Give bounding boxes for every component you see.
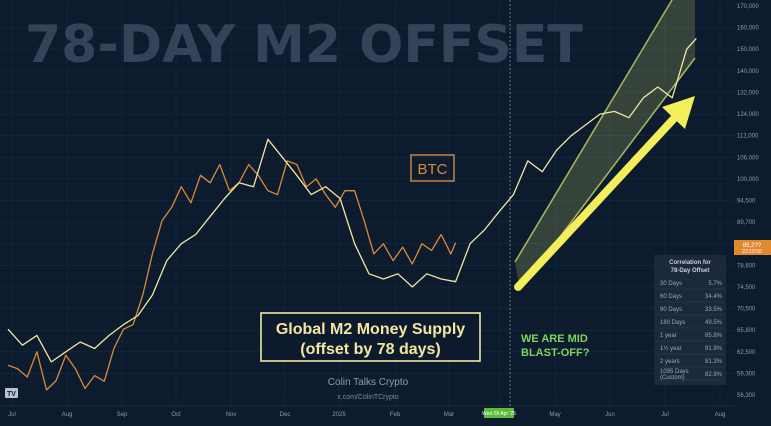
x-tick-label: Dec — [280, 412, 291, 418]
x-tick-label: 2025 — [332, 412, 346, 418]
m2-annotation-box — [260, 312, 481, 362]
correlation-title-line1: Correlation for — [669, 260, 711, 266]
tradingview-logo-icon: TV — [5, 388, 18, 398]
m2-annotation-line1: Global M2 Money Supply — [276, 321, 465, 338]
correlation-value: 81.3% — [705, 359, 723, 365]
btc-annotation-label: BTC — [418, 161, 448, 178]
current-price-sublabel: 22:19:50 — [742, 249, 762, 255]
brand-url: x.com/ColinTCrypto — [337, 394, 399, 401]
x-tick-label: Jul — [661, 412, 669, 418]
y-tick-label: 78,600 — [737, 263, 756, 269]
current-date-tag — [484, 408, 514, 418]
y-tick-label: 106,000 — [737, 155, 759, 161]
current-price-label: 85,2?? — [743, 243, 762, 249]
y-tick-label: 140,000 — [737, 69, 759, 75]
x-tick-label: May — [549, 412, 560, 418]
y-tick-label: 59,300 — [737, 371, 756, 377]
correlation-period: 1½ year — [660, 345, 682, 352]
price-axis: 56,300 59,300 62,500 65,800 70,500 74,500 78,6… — [734, 4, 771, 399]
correlation-title-line2: 78-Day Offset — [671, 268, 710, 274]
m2-annotation: Global M2 Money Supply (offset by 78 day… — [260, 312, 481, 362]
x-tick-label-current: Wed 09 Apr '25 — [482, 411, 516, 417]
y-tick-label: 89,700 — [737, 220, 756, 226]
y-tick-label: 70,500 — [737, 307, 756, 313]
x-tick-label: Sep — [117, 412, 128, 418]
correlation-value: 85.8% — [705, 333, 723, 339]
time-axis: Jul Aug Sep Oct Nov Dec 2025 Feb Mar Wed 09 Apr '… — [0, 405, 734, 418]
x-tick-label: Mar — [444, 412, 454, 418]
correlation-period: 180 Days — [660, 320, 685, 326]
x-tick-label: Jun — [605, 412, 615, 418]
x-tick-label: Feb — [390, 412, 401, 418]
correlation-period: 60 Days — [660, 294, 682, 300]
y-tick-label: 170,000 — [737, 4, 759, 10]
series-line-1 — [7, 37, 697, 363]
brand-name: Colin Talks Crypto — [328, 377, 409, 388]
y-tick-label: 74,500 — [737, 285, 756, 291]
grid — [0, 0, 734, 406]
big-title: 78-DAY M2 OFFSET — [25, 15, 583, 75]
correlation-table-bg — [654, 255, 726, 385]
btc-annotation: BTC — [410, 154, 455, 182]
brand-watermark: Colin Talks Crypto x.com/ColinTCrypto — [328, 377, 409, 401]
arrow-shaft — [514, 108, 684, 291]
series-layer — [7, 37, 697, 391]
growth-arrow — [514, 96, 695, 291]
y-tick-label: 94,500 — [737, 199, 756, 205]
y-tick-label: 56,300 — [737, 393, 756, 399]
correlation-period: 90 Days — [660, 307, 682, 313]
svg-text:TV: TV — [7, 391, 16, 398]
projection-channel-upper — [514, 0, 673, 263]
y-tick-label: 112,000 — [737, 134, 759, 140]
correlation-value: 49.5% — [705, 320, 723, 326]
y-tick-label: 100,000 — [737, 177, 759, 183]
correlation-period-cont: (Custom) — [660, 375, 685, 381]
current-price-tag — [734, 240, 771, 255]
x-tick-label: Nov — [226, 412, 237, 418]
correlation-period: 1095 Days — [660, 369, 689, 375]
y-tick-label: 124,000 — [737, 112, 759, 118]
correlation-table: Correlation for 78-Day Offset 30 Days 5.7… — [654, 255, 726, 385]
correlation-value: 91.9% — [705, 346, 723, 352]
correlation-value: 5.7% — [708, 281, 722, 287]
blast-line1: WE ARE MID — [521, 333, 588, 345]
blast-line2: BLAST-OFF? — [521, 347, 590, 359]
correlation-value: 34.4% — [705, 294, 723, 300]
correlation-value: 33.5% — [705, 307, 723, 313]
x-tick-label: Aug — [62, 412, 73, 418]
series-line-0 — [7, 160, 457, 391]
y-tick-label: 160,000 — [737, 26, 759, 32]
m2-annotation-line2: (offset by 78 days) — [300, 341, 440, 358]
correlation-period: 2 years — [660, 359, 680, 365]
x-tick-label: Jul — [8, 412, 16, 418]
y-tick-label: 150,000 — [737, 47, 759, 53]
btc-annotation-box — [410, 154, 455, 182]
x-tick-label: Oct — [171, 412, 181, 418]
projection-channel-fill — [515, 0, 695, 290]
correlation-value: 82.9% — [705, 372, 723, 378]
y-tick-label: 132,000 — [737, 90, 759, 96]
correlation-period: 1 year — [660, 333, 677, 339]
x-tick-label: Aug — [715, 412, 726, 418]
arrow-head — [662, 96, 695, 129]
blast-annotation: WE ARE MID BLAST-OFF? — [521, 333, 590, 359]
correlation-period: 30 Days — [660, 281, 682, 287]
y-tick-label: 65,800 — [737, 328, 756, 334]
y-tick-label: 62,500 — [737, 350, 756, 356]
